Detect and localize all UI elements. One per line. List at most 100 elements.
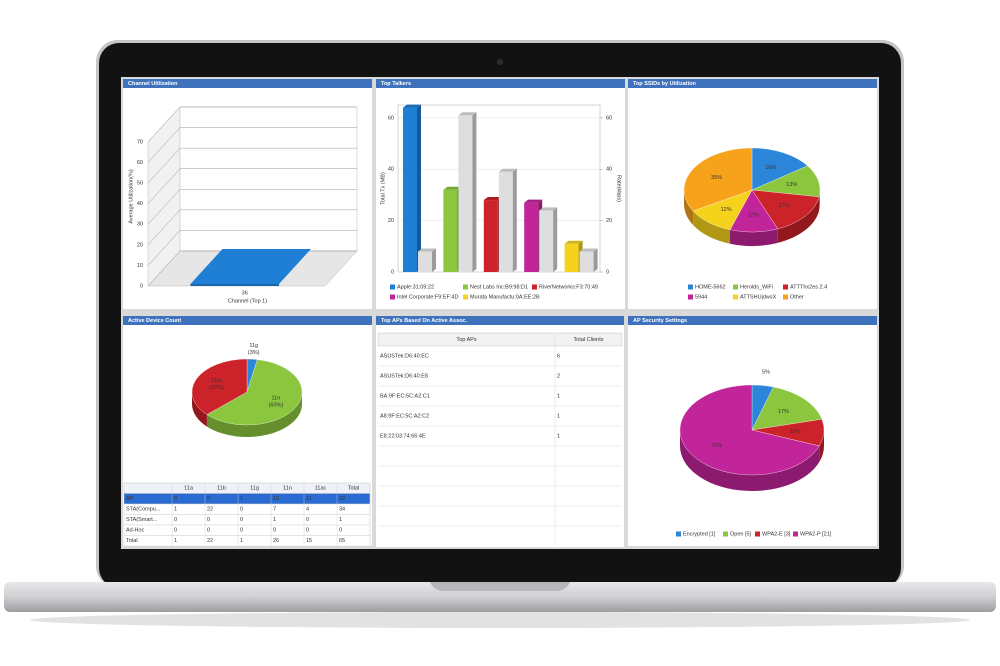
pie-slice-side bbox=[693, 211, 731, 244]
table-cell: 26 bbox=[273, 538, 279, 544]
panel-title-bar bbox=[376, 79, 625, 88]
legend-swatch bbox=[783, 294, 788, 300]
legend-label: 5944 bbox=[695, 294, 707, 300]
pie-label: 17% bbox=[778, 203, 789, 209]
legend-label: Intel Corporate:F9:EF:4D bbox=[397, 294, 458, 300]
pie-label: 12% bbox=[721, 207, 732, 213]
bar-top bbox=[579, 248, 598, 252]
table-cell: 22 bbox=[207, 507, 213, 513]
pie-slice-side bbox=[684, 190, 694, 225]
table-cell: 6 bbox=[557, 353, 560, 359]
legend-label: Herolds_WiFi bbox=[740, 284, 773, 290]
legend-swatch bbox=[793, 531, 798, 537]
pie-label: 16% bbox=[765, 165, 776, 171]
table-header bbox=[123, 482, 371, 494]
legend-swatch bbox=[676, 531, 681, 537]
table-cell: 1 bbox=[240, 538, 243, 544]
y-tick-label: 60 bbox=[388, 115, 394, 121]
bar-top bbox=[418, 248, 436, 252]
legend-swatch bbox=[688, 294, 693, 300]
legend-label: WPA2-P [21] bbox=[800, 531, 832, 537]
column-header: 11n bbox=[283, 486, 292, 492]
pie-label: 17% bbox=[778, 409, 789, 415]
pie-label: 35% bbox=[711, 175, 722, 181]
table-cell: ASUSTek:D6:40:EC bbox=[380, 353, 429, 359]
pie-label: 5% bbox=[762, 370, 770, 376]
legend-swatch bbox=[390, 284, 395, 290]
legend-label: Apple:31:09:22 bbox=[397, 284, 434, 290]
table-cell: 10 bbox=[273, 496, 279, 502]
table-cell: 1 bbox=[273, 517, 276, 523]
grid-line bbox=[147, 230, 357, 266]
camera bbox=[497, 59, 503, 65]
bar-top bbox=[539, 207, 558, 211]
bar-side bbox=[512, 168, 517, 272]
table-row bbox=[123, 503, 371, 515]
y2-tick-label: 40 bbox=[606, 167, 612, 173]
pie-slice-side bbox=[192, 392, 207, 427]
bar-side bbox=[472, 112, 477, 273]
bar-top bbox=[403, 104, 421, 108]
table-cell: BA:9F:EC:5C:A2:C1 bbox=[380, 393, 430, 399]
column-header: Top APs bbox=[456, 337, 476, 343]
y2-tick-label: 20 bbox=[606, 218, 612, 224]
table-cell: 0 bbox=[240, 507, 243, 513]
table-cell: 1 bbox=[174, 538, 177, 544]
pie-slice-side bbox=[730, 228, 778, 246]
panel-title-bar bbox=[628, 79, 877, 88]
legend-swatch bbox=[688, 284, 693, 290]
y-axis-label: Average Utilization(%) bbox=[128, 169, 134, 223]
table-cell: 1 bbox=[174, 507, 177, 513]
legend-swatch bbox=[723, 531, 728, 537]
panel-title: Active Device Count bbox=[128, 318, 181, 324]
y-tick-label: 20 bbox=[137, 242, 143, 248]
column-header: 11ac bbox=[315, 486, 327, 492]
y-tick-label: 40 bbox=[388, 167, 394, 173]
table-cell: 0 bbox=[174, 496, 177, 502]
table-cell: 0 bbox=[240, 528, 243, 534]
panel-title: Top APs Based On Active Assoc. bbox=[381, 318, 468, 324]
grid-line bbox=[147, 168, 357, 204]
pie-label-category: 11n bbox=[272, 395, 281, 401]
table-cell: 0 bbox=[174, 517, 177, 523]
row-label: STA(Smart... bbox=[126, 517, 158, 523]
legend-label: ATTThx2es 2.4 bbox=[790, 284, 827, 290]
column-header: 11b bbox=[217, 486, 226, 492]
pie-slice-side bbox=[777, 196, 820, 243]
table-cell: 11 bbox=[306, 496, 312, 502]
panel-title-bar bbox=[123, 79, 372, 88]
panel-title: Top SSIDs by Utilization bbox=[633, 81, 696, 87]
laptop-base bbox=[4, 582, 996, 612]
row-label: AP bbox=[126, 496, 134, 502]
pie-label: 13% bbox=[786, 182, 797, 188]
legend-label: ATTSHUjdwsX bbox=[740, 294, 777, 300]
bar bbox=[524, 202, 539, 272]
bar-side bbox=[593, 248, 598, 272]
bar-front bbox=[190, 283, 279, 286]
table-cell: 0 bbox=[207, 496, 210, 502]
column-header: 11g bbox=[250, 486, 259, 492]
y-tick-label: 0 bbox=[140, 283, 143, 289]
panel-title-bar bbox=[628, 316, 877, 325]
legend-swatch bbox=[463, 284, 468, 290]
table-cell: ASUSTek:D6:40:E8 bbox=[380, 373, 428, 379]
pie-slice bbox=[191, 358, 248, 415]
bar bbox=[190, 248, 311, 284]
shadow bbox=[30, 612, 970, 628]
y-tick-label: 40 bbox=[137, 201, 143, 207]
bar-side bbox=[417, 104, 421, 272]
y2-tick-label: 60 bbox=[606, 115, 612, 121]
table-cell: 1 bbox=[240, 496, 243, 502]
legend-label: Other bbox=[790, 294, 804, 300]
pie-label: (3%) bbox=[248, 350, 260, 356]
legend-label: RiverNetworks:F3:70:49 bbox=[539, 284, 598, 290]
pie-slice bbox=[206, 359, 303, 426]
pie-slice bbox=[751, 189, 820, 230]
y-tick-label: 10 bbox=[137, 263, 143, 269]
pie-slice-side bbox=[819, 190, 820, 211]
pie-label: (37%) bbox=[209, 385, 224, 391]
y-tick-label: 70 bbox=[137, 139, 143, 145]
table-cell: 22 bbox=[207, 538, 213, 544]
legend-label: WPA2-E [3] bbox=[762, 531, 791, 537]
